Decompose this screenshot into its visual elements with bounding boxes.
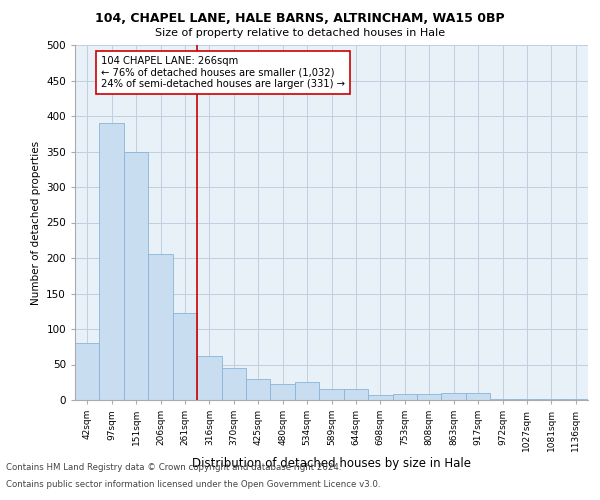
Bar [246, 378, 271, 400]
Bar [100, 123, 124, 400]
X-axis label: Distribution of detached houses by size in Hale: Distribution of detached houses by size … [192, 456, 471, 469]
Bar [319, 390, 344, 400]
Bar [148, 254, 173, 400]
Bar [466, 393, 490, 400]
Bar [221, 368, 246, 400]
Bar [368, 395, 392, 400]
Bar [173, 312, 197, 400]
Bar [442, 393, 466, 400]
Bar [271, 384, 295, 400]
Text: Contains public sector information licensed under the Open Government Licence v3: Contains public sector information licen… [6, 480, 380, 489]
Bar [392, 394, 417, 400]
Text: Size of property relative to detached houses in Hale: Size of property relative to detached ho… [155, 28, 445, 38]
Bar [124, 152, 148, 400]
Text: 104 CHAPEL LANE: 266sqm
← 76% of detached houses are smaller (1,032)
24% of semi: 104 CHAPEL LANE: 266sqm ← 76% of detache… [101, 56, 344, 89]
Y-axis label: Number of detached properties: Number of detached properties [31, 140, 41, 304]
Bar [197, 356, 221, 400]
Text: Contains HM Land Registry data © Crown copyright and database right 2024.: Contains HM Land Registry data © Crown c… [6, 462, 341, 471]
Text: 104, CHAPEL LANE, HALE BARNS, ALTRINCHAM, WA15 0BP: 104, CHAPEL LANE, HALE BARNS, ALTRINCHAM… [95, 12, 505, 26]
Bar [344, 390, 368, 400]
Bar [75, 343, 100, 400]
Bar [417, 394, 442, 400]
Bar [490, 398, 515, 400]
Bar [295, 382, 319, 400]
